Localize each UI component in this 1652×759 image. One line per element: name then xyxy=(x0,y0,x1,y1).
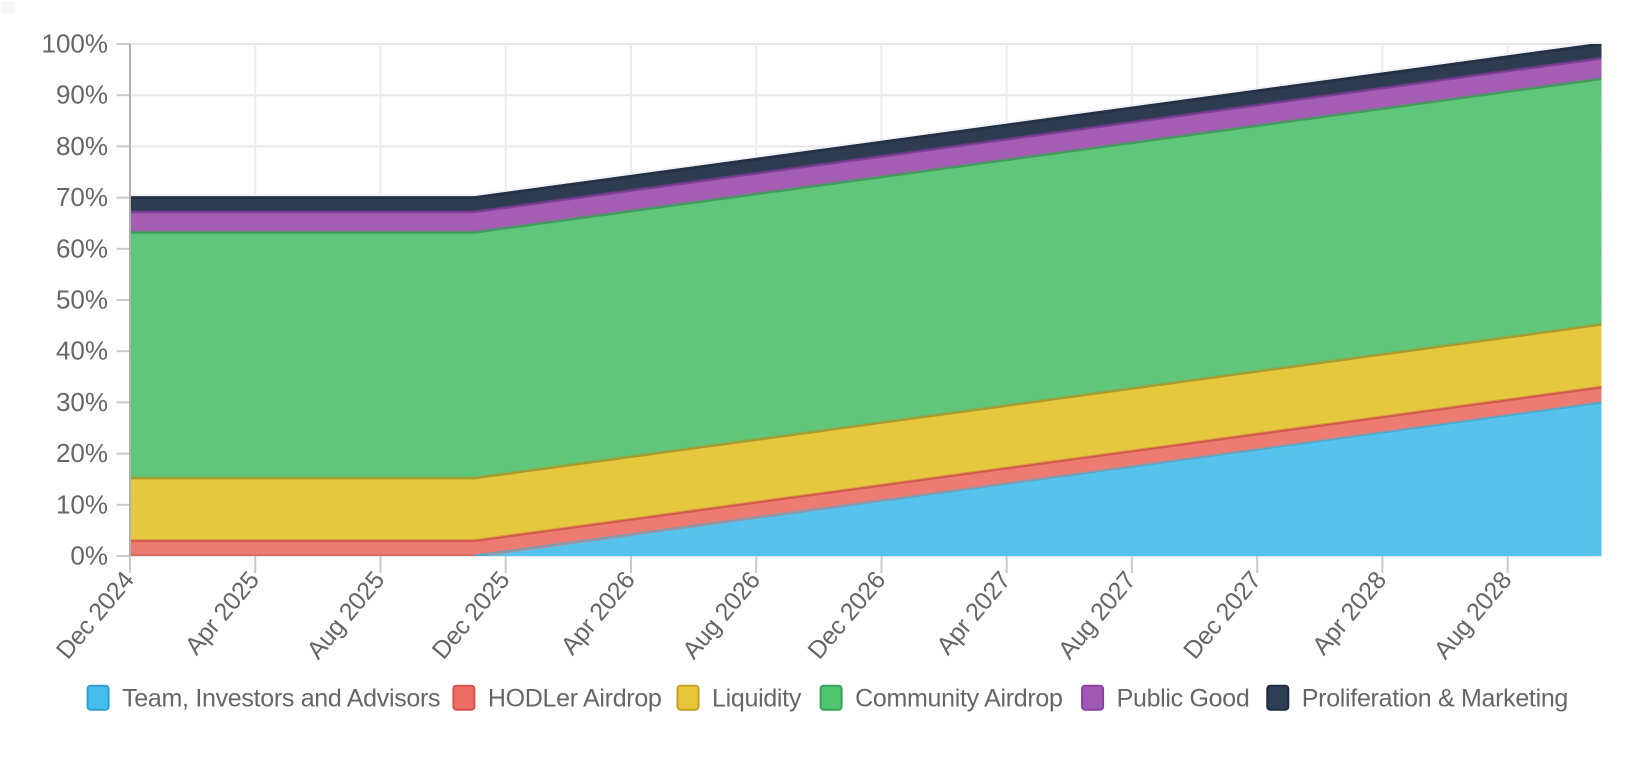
svg-text:60%: 60% xyxy=(56,233,108,263)
svg-text:100%: 100% xyxy=(42,29,109,59)
svg-text:HODLer Airdrop: HODLer Airdrop xyxy=(488,685,662,713)
svg-text:30%: 30% xyxy=(56,387,108,417)
svg-text:90%: 90% xyxy=(56,80,108,110)
svg-text:0%: 0% xyxy=(70,541,108,571)
svg-text:80%: 80% xyxy=(56,131,108,161)
svg-text:40%: 40% xyxy=(56,336,108,366)
svg-text:Proliferation & Marketing: Proliferation & Marketing xyxy=(1302,685,1568,713)
svg-text:Community Airdrop: Community Airdrop xyxy=(855,685,1062,713)
svg-text:20%: 20% xyxy=(56,438,108,468)
svg-text:50%: 50% xyxy=(56,285,108,315)
svg-text:Public Good: Public Good xyxy=(1117,685,1250,713)
svg-text:Liquidity: Liquidity xyxy=(712,685,802,713)
svg-text:Team, Investors and Advisors: Team, Investors and Advisors xyxy=(122,685,440,713)
svg-text:10%: 10% xyxy=(56,489,108,519)
svg-text:70%: 70% xyxy=(56,182,108,212)
